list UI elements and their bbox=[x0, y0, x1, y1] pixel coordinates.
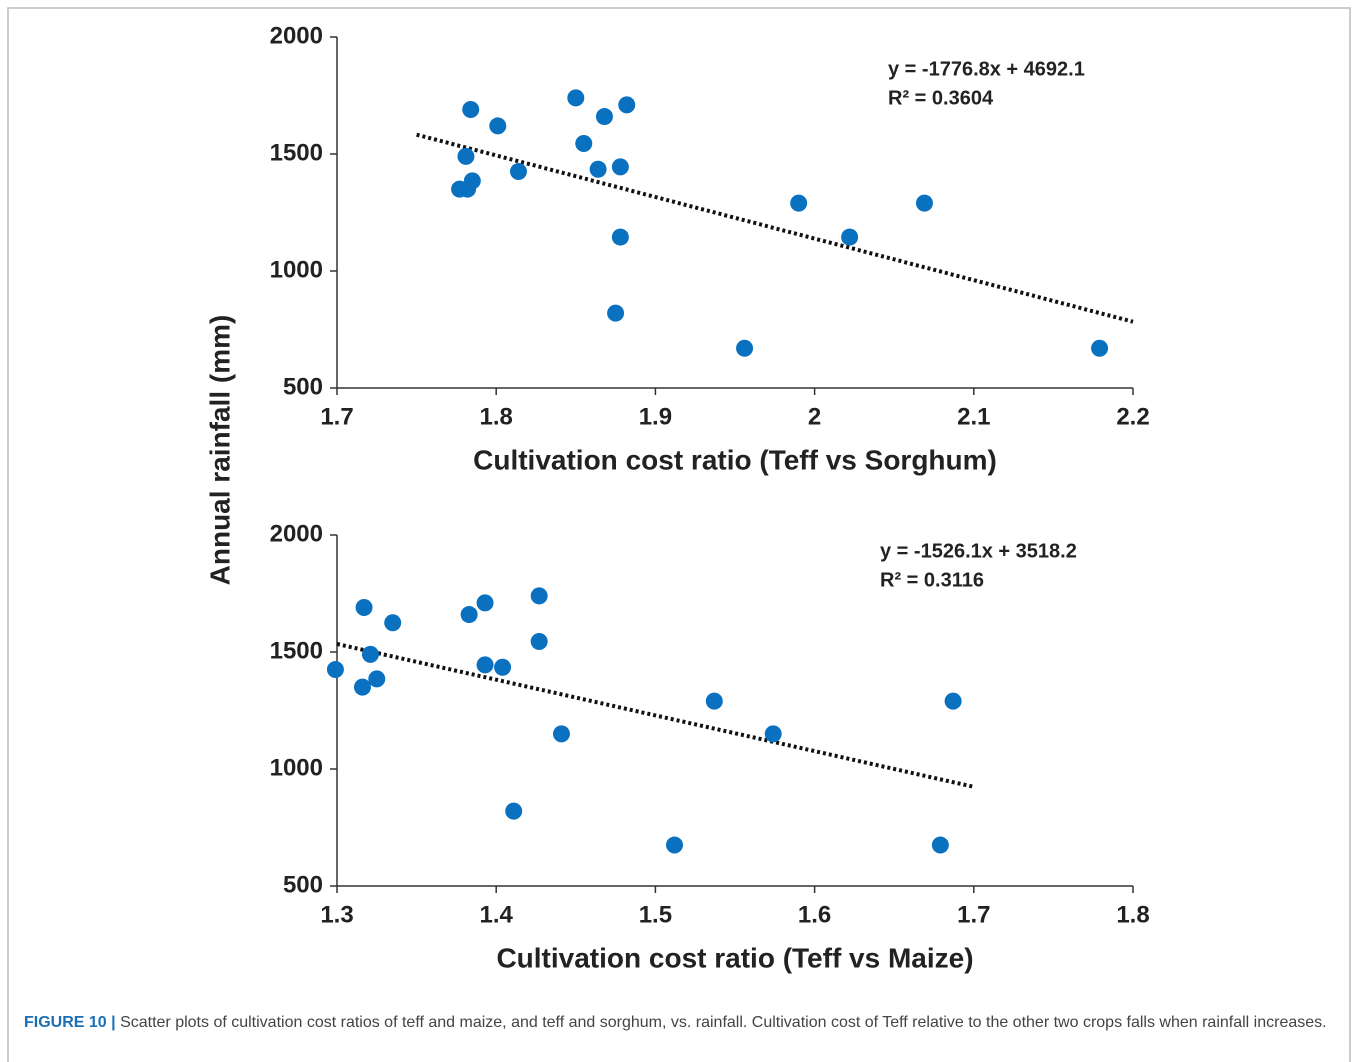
point bbox=[368, 670, 386, 688]
point bbox=[552, 725, 570, 743]
point bbox=[931, 836, 949, 854]
y-axis-label: Annual rainfall (mm) bbox=[204, 315, 235, 586]
y-tick-label: 1000 bbox=[270, 256, 323, 283]
point bbox=[764, 725, 782, 743]
point bbox=[489, 117, 507, 135]
x-tick-label: 1.8 bbox=[1116, 901, 1149, 928]
x-tick-label: 1.7 bbox=[320, 403, 353, 430]
point bbox=[841, 228, 859, 246]
x-axis-label: Cultivation cost ratio (Teff vs Maize) bbox=[496, 942, 973, 973]
x-tick-label: 1.8 bbox=[480, 403, 513, 430]
point bbox=[457, 147, 475, 165]
point bbox=[575, 134, 593, 152]
equation: y = -1776.8x + 4692.1 bbox=[888, 58, 1085, 80]
trendline bbox=[416, 132, 1134, 324]
point bbox=[459, 180, 477, 198]
caption: FIGURE 10 | Scatter plots of cultivation… bbox=[24, 1010, 1334, 1036]
y-tick-label: 500 bbox=[283, 871, 323, 898]
point bbox=[462, 101, 480, 119]
point bbox=[736, 339, 754, 357]
x-tick-label: 2.1 bbox=[957, 403, 990, 430]
point bbox=[790, 194, 808, 212]
y-tick-label: 2000 bbox=[270, 520, 323, 547]
point bbox=[589, 160, 607, 178]
point bbox=[361, 645, 379, 663]
x-tick-label: 1.7 bbox=[957, 901, 990, 928]
point bbox=[326, 661, 344, 679]
point bbox=[705, 692, 723, 710]
point bbox=[944, 692, 962, 710]
point bbox=[353, 678, 371, 696]
point bbox=[1091, 339, 1109, 357]
y-tick-label: 1000 bbox=[270, 754, 323, 781]
x-tick-label: 1.4 bbox=[480, 901, 514, 928]
point bbox=[530, 587, 548, 605]
point bbox=[476, 656, 494, 674]
point bbox=[505, 802, 523, 820]
caption-label: FIGURE 10 | bbox=[24, 1014, 116, 1031]
y-tick-label: 1500 bbox=[270, 637, 323, 664]
point bbox=[460, 606, 478, 624]
point bbox=[494, 658, 512, 676]
r-squared: R² = 0.3604 bbox=[888, 87, 994, 109]
x-tick-label: 1.9 bbox=[639, 403, 672, 430]
point bbox=[530, 632, 548, 650]
point bbox=[611, 228, 629, 246]
point bbox=[384, 614, 402, 632]
y-tick-label: 1500 bbox=[270, 139, 323, 166]
point bbox=[611, 158, 629, 176]
point bbox=[509, 163, 527, 181]
point bbox=[666, 836, 684, 854]
y-tick-label: 500 bbox=[283, 373, 323, 400]
r-squared: R² = 0.3116 bbox=[880, 569, 984, 591]
x-tick-label: 2.2 bbox=[1116, 403, 1149, 430]
frame bbox=[7, 7, 1351, 1062]
point bbox=[567, 89, 585, 107]
equation: y = -1526.1x + 3518.2 bbox=[880, 540, 1077, 562]
x-axis-label: Cultivation cost ratio (Teff vs Sorghum) bbox=[473, 444, 997, 475]
caption-text: Scatter plots of cultivation cost ratios… bbox=[120, 1014, 1327, 1031]
point bbox=[595, 108, 613, 126]
y-tick-label: 2000 bbox=[270, 22, 323, 49]
point bbox=[915, 194, 933, 212]
x-tick-label: 2 bbox=[808, 403, 821, 430]
x-tick-label: 1.3 bbox=[320, 901, 353, 928]
point bbox=[607, 304, 625, 322]
point bbox=[355, 599, 373, 617]
point bbox=[618, 96, 636, 114]
x-tick-label: 1.5 bbox=[639, 901, 672, 928]
point bbox=[476, 594, 494, 612]
x-tick-label: 1.6 bbox=[798, 901, 831, 928]
trendline bbox=[336, 642, 975, 789]
